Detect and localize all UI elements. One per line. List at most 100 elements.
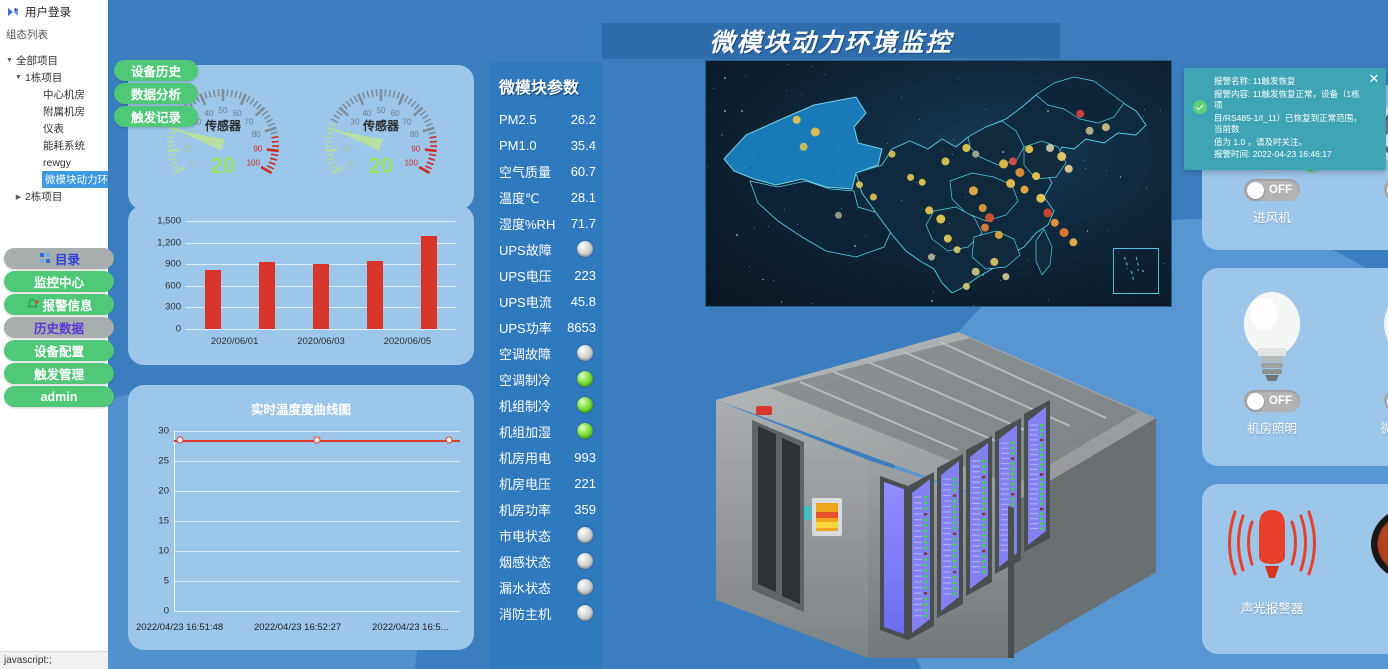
line-gridline (174, 431, 460, 432)
submenu-history[interactable]: 设备历史 数据分析 触发记录 (114, 60, 198, 129)
device-emergency-button[interactable]: 紧急按钮 (1342, 484, 1388, 654)
toast-line-2: 报警内容: 11触发恢复正常，设备（1栋项 (1214, 89, 1366, 112)
menu-item-1[interactable]: 报警信息 (4, 294, 114, 315)
caret-right-icon[interactable]: ▶ (13, 193, 24, 201)
tree-item-label: rewgy (42, 157, 71, 169)
map-star (745, 76, 746, 77)
tree-item[interactable]: ▶微模块动力环境 (0, 171, 108, 188)
rack-led (1040, 424, 1043, 426)
param-row: UPS功率 8653 (490, 314, 603, 340)
status-lamp (577, 241, 593, 257)
project-tree[interactable]: ▼全部项目▼1栋项目▶中心机房▶附属机房▶仪表▶能耗系统▶rewgy▶微模块动力… (0, 44, 108, 205)
browser-tab-user-login[interactable]: 用户登录 (0, 0, 108, 24)
map-dot (944, 235, 952, 243)
rack-led (953, 538, 956, 540)
line-ytick: 15 (158, 516, 169, 527)
param-name: UPS功率 (499, 318, 552, 337)
device-sound-light-alarm[interactable]: 声光报警器 (1202, 484, 1342, 654)
map-dot (1021, 186, 1029, 194)
device-module-light[interactable]: OFF 微模块照明 (1342, 268, 1388, 466)
gauge-dial-2: 0102030405060708090100 (306, 75, 456, 200)
menu-item-3[interactable]: 设备配置 (4, 340, 114, 361)
rack-line (943, 528, 951, 529)
close-icon[interactable]: ✕ (1368, 73, 1380, 85)
rack-led (953, 555, 956, 557)
submenu-item-2[interactable]: 触发记录 (114, 106, 198, 127)
alarm-toast[interactable]: ✕ 报警名称: 11触发恢复 报警内容: 11触发恢复正常，设备（1栋项 目/R… (1184, 68, 1386, 170)
rack-led (1011, 442, 1014, 444)
line-point (445, 437, 452, 444)
rack-line (1030, 503, 1038, 504)
rack-led (982, 523, 985, 525)
rack-line (914, 497, 922, 498)
rack-line (972, 519, 980, 520)
rack-led (953, 494, 956, 496)
rack-line (972, 466, 980, 467)
bar-xtick: 2020/06/01 (211, 336, 259, 347)
caret-down-icon[interactable]: ▼ (13, 74, 24, 81)
rack-line (1030, 484, 1038, 485)
param-row: 烟感状态 (490, 548, 603, 574)
submenu-item-1[interactable]: 数据分析 (114, 83, 198, 104)
param-row: 机组加湿 (490, 418, 603, 444)
tree-item[interactable]: ▼ 全部项目 (0, 52, 108, 69)
menu-items[interactable]: 监控中心 报警信息 历史数据 设备配置 触发管理 admin (4, 271, 114, 407)
map-star (773, 280, 774, 281)
device-room-light[interactable]: OFF 机房照明 (1202, 268, 1342, 466)
map-star (797, 224, 798, 225)
map-dot (1102, 123, 1110, 131)
rack-line (1001, 463, 1009, 464)
menu-root-row[interactable]: 目录 (4, 248, 114, 269)
menu-item-0[interactable]: 监控中心 (4, 271, 114, 292)
map-dot (985, 213, 994, 222)
param-value: 223 (574, 268, 603, 283)
menu-item-5[interactable]: admin (4, 386, 114, 407)
map-dot (1076, 110, 1084, 118)
fan-toggle-2[interactable]: OFF (1384, 179, 1388, 201)
rack-line (1001, 453, 1009, 454)
rack-line (1030, 513, 1038, 514)
menu-item-4[interactable]: 触发管理 (4, 363, 114, 384)
tree-item[interactable]: ▶附属机房 (0, 103, 108, 120)
rack-led (1040, 483, 1043, 485)
menu-root[interactable]: 目录 (4, 248, 114, 269)
module-params-title: 微模块参数 (499, 74, 603, 98)
map-star (753, 154, 754, 155)
bulb-icon-2 (1380, 284, 1388, 384)
menu-item-2[interactable]: 历史数据 (4, 317, 114, 338)
map-dot (1060, 228, 1069, 237)
fan-toggle-1[interactable]: OFF (1244, 179, 1300, 201)
rack-line (914, 536, 922, 537)
map-inset-box (1113, 248, 1159, 294)
rack-line (914, 598, 922, 599)
param-name: 温度℃ (499, 188, 540, 207)
svg-text:50: 50 (219, 106, 228, 115)
param-name: 烟感状态 (499, 552, 551, 571)
status-lamp (577, 553, 593, 569)
rack-led (1040, 522, 1043, 524)
param-value: 35.4 (571, 138, 603, 153)
line-chart-plot: 0 5 10 15 20 25 30 (174, 431, 460, 611)
caret-down-icon[interactable]: ▼ (4, 57, 15, 64)
line-gridline (174, 491, 460, 492)
submenu-item-0[interactable]: 设备历史 (114, 60, 198, 81)
tree-item[interactable]: ▶rewgy (0, 154, 108, 171)
china-map-widget[interactable] (705, 60, 1172, 307)
param-name: PM2.5 (499, 112, 537, 127)
tree-item[interactable]: ▶仪表 (0, 120, 108, 137)
menu-row: admin (4, 386, 114, 407)
tree-item[interactable]: ▶中心机房 (0, 86, 108, 103)
tree-item[interactable]: ▼ 1栋项目 (0, 69, 108, 86)
rack-led (953, 483, 956, 485)
rack-line (943, 539, 951, 540)
light-toggle-1[interactable]: OFF (1244, 390, 1300, 412)
light-toggle-2[interactable]: OFF (1384, 390, 1388, 412)
rack-led (1040, 454, 1043, 456)
menu-row: 历史数据 (4, 317, 114, 338)
tree-item[interactable]: ▶ 2栋项目 (0, 188, 108, 205)
tree-item[interactable]: ▶能耗系统 (0, 137, 108, 154)
statusbar-text: javascript:; (0, 655, 52, 666)
rack-led (924, 496, 927, 498)
rack-line (914, 615, 922, 616)
param-name: 市电状态 (499, 526, 551, 545)
